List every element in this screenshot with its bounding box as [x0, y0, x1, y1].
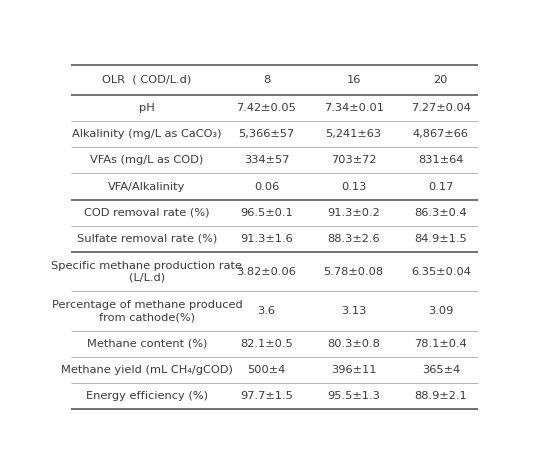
- Text: 3.13: 3.13: [341, 306, 366, 316]
- Text: 500±4: 500±4: [247, 365, 286, 375]
- Text: 86.3±0.4: 86.3±0.4: [414, 208, 467, 218]
- Text: 5.78±0.08: 5.78±0.08: [324, 267, 384, 277]
- Text: 0.13: 0.13: [341, 182, 366, 192]
- Text: VFA/Alkalinity: VFA/Alkalinity: [108, 182, 185, 192]
- Text: Specific methane production rate
(L/L.d): Specific methane production rate (L/L.d): [51, 260, 242, 283]
- Text: 7.42±0.05: 7.42±0.05: [236, 103, 296, 113]
- Text: 0.17: 0.17: [428, 182, 453, 192]
- Text: 88.3±2.6: 88.3±2.6: [327, 234, 380, 244]
- Text: Methane content (%): Methane content (%): [87, 339, 207, 349]
- Text: 91.3±1.6: 91.3±1.6: [240, 234, 293, 244]
- Text: 3.09: 3.09: [428, 306, 453, 316]
- Text: VFAs (mg/L as COD): VFAs (mg/L as COD): [91, 155, 204, 165]
- Text: Alkalinity (mg/L as CaCO₃): Alkalinity (mg/L as CaCO₃): [72, 129, 222, 139]
- Text: 84.9±1.5: 84.9±1.5: [414, 234, 467, 244]
- Text: OLR  ( COD/L.d): OLR ( COD/L.d): [102, 75, 191, 85]
- Text: 96.5±0.1: 96.5±0.1: [240, 208, 293, 218]
- Text: 20: 20: [434, 75, 448, 85]
- Text: 95.5±1.3: 95.5±1.3: [327, 391, 380, 401]
- Text: Energy efficiency (%): Energy efficiency (%): [86, 391, 208, 401]
- Text: 3.6: 3.6: [257, 306, 276, 316]
- Text: 8: 8: [263, 75, 270, 85]
- Text: Sulfate removal rate (%): Sulfate removal rate (%): [77, 234, 217, 244]
- Text: 16: 16: [346, 75, 361, 85]
- Text: 4,867±66: 4,867±66: [413, 129, 469, 139]
- Text: 91.3±0.2: 91.3±0.2: [327, 208, 380, 218]
- Text: 396±11: 396±11: [331, 365, 376, 375]
- Text: 831±64: 831±64: [418, 155, 464, 165]
- Text: 5,366±57: 5,366±57: [239, 129, 294, 139]
- Text: 88.9±2.1: 88.9±2.1: [414, 391, 467, 401]
- Text: 334±57: 334±57: [244, 155, 289, 165]
- Text: 7.34±0.01: 7.34±0.01: [324, 103, 384, 113]
- Text: 7.27±0.04: 7.27±0.04: [411, 103, 471, 113]
- Text: 0.06: 0.06: [254, 182, 279, 192]
- Text: 78.1±0.4: 78.1±0.4: [414, 339, 467, 349]
- Text: 5,241±63: 5,241±63: [325, 129, 382, 139]
- Text: 97.7±1.5: 97.7±1.5: [240, 391, 293, 401]
- Text: COD removal rate (%): COD removal rate (%): [84, 208, 210, 218]
- Text: 6.35±0.04: 6.35±0.04: [411, 267, 471, 277]
- Text: Percentage of methane produced
from cathode(%): Percentage of methane produced from cath…: [51, 300, 242, 322]
- Text: 80.3±0.8: 80.3±0.8: [327, 339, 380, 349]
- Text: 365±4: 365±4: [422, 365, 460, 375]
- Text: Methane yield (mL CH₄/gCOD): Methane yield (mL CH₄/gCOD): [61, 365, 233, 375]
- Text: 3.82±0.06: 3.82±0.06: [236, 267, 296, 277]
- Text: 703±72: 703±72: [331, 155, 376, 165]
- Text: 82.1±0.5: 82.1±0.5: [240, 339, 293, 349]
- Text: pH: pH: [139, 103, 155, 113]
